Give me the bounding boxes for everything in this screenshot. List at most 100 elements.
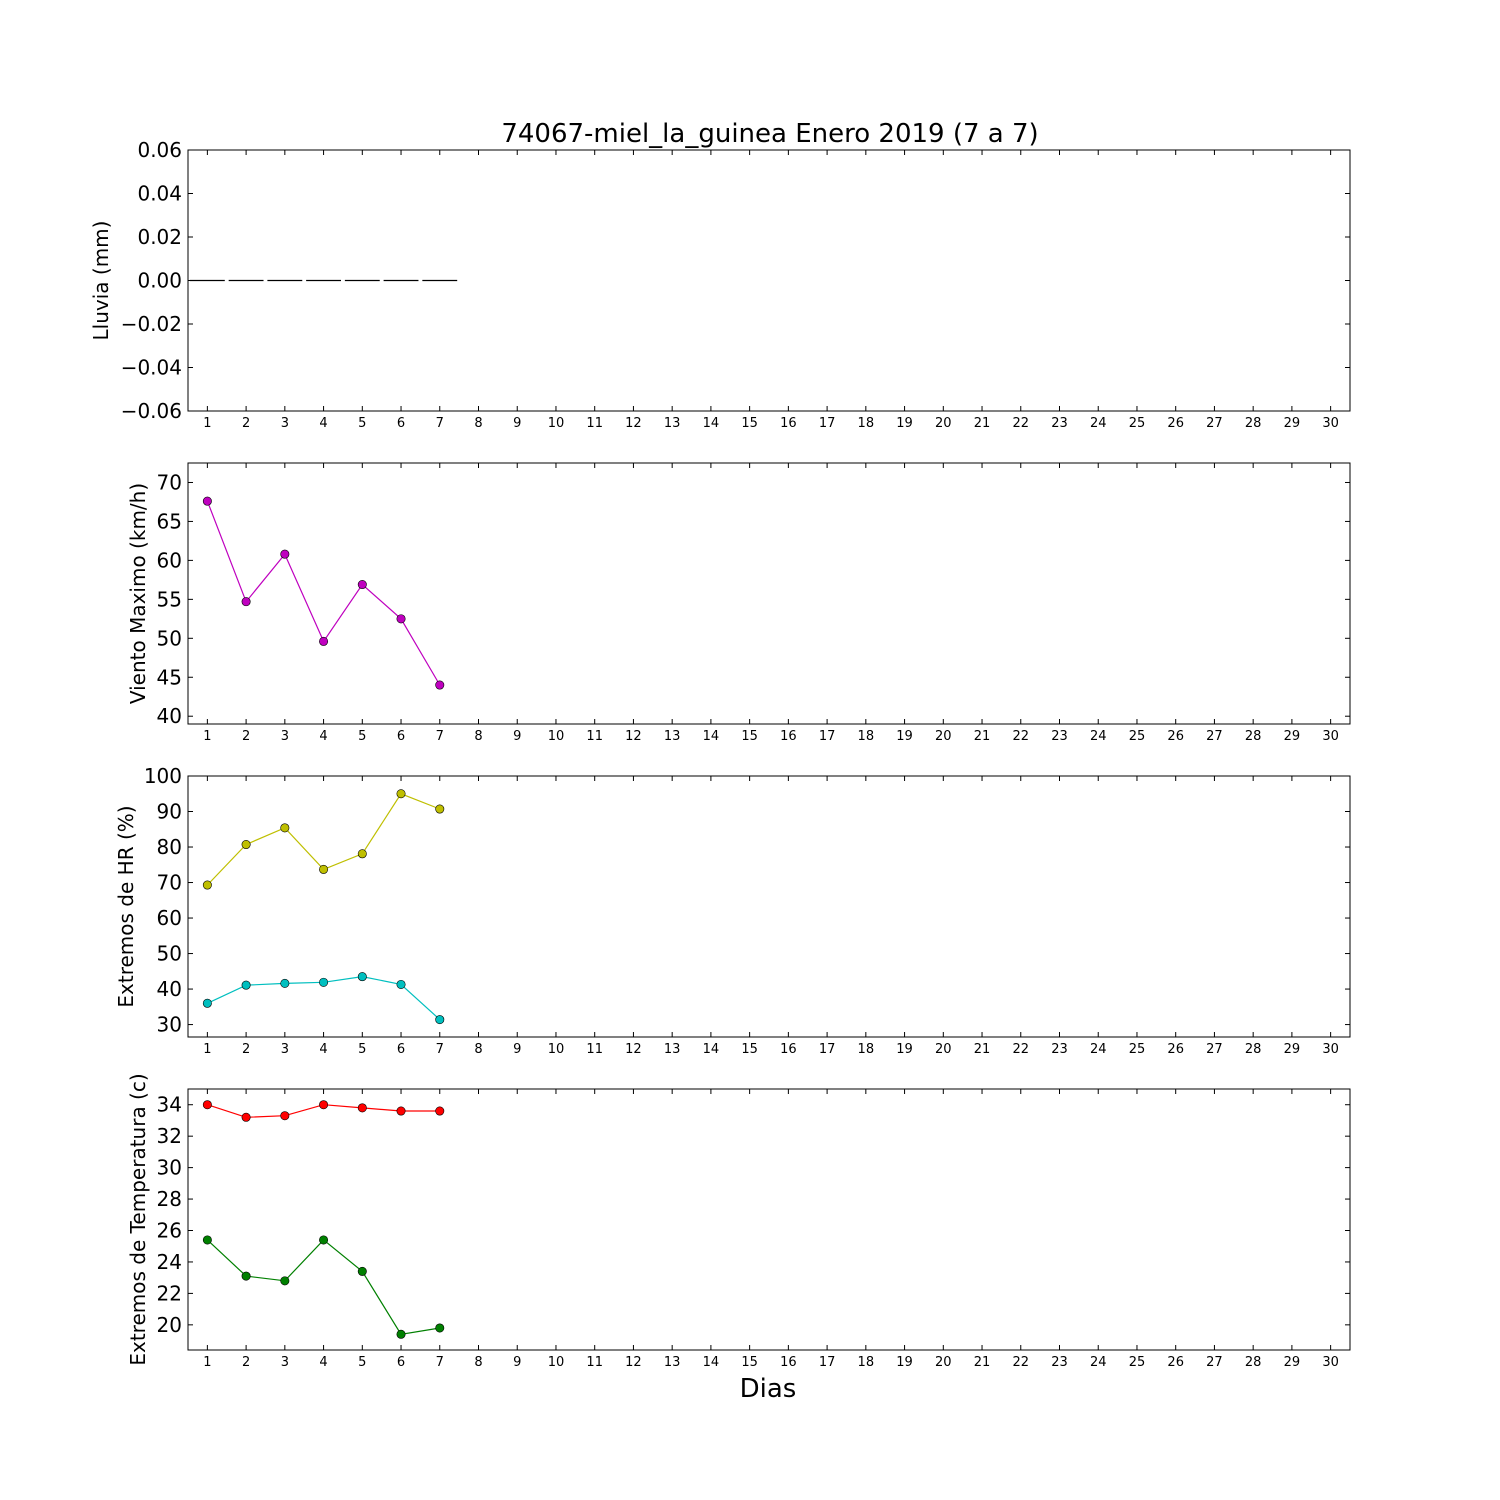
x-tick-label: 7 xyxy=(436,1355,444,1370)
x-tick-label: 2 xyxy=(242,1355,250,1370)
data-point xyxy=(280,978,290,988)
data-point xyxy=(319,864,329,874)
data-point xyxy=(435,1015,445,1025)
y-tick-label: 0.04 xyxy=(137,182,182,206)
y-tick-label: 0.02 xyxy=(137,225,182,249)
axes-frame xyxy=(187,1088,1351,1351)
x-tick-label: 8 xyxy=(474,1042,482,1057)
x-tick-label: 20 xyxy=(935,729,952,744)
x-tick-label: 24 xyxy=(1090,1355,1107,1370)
y-axis-label: Extremos de Temperatura (c) xyxy=(126,1073,150,1365)
x-tick-label: 1 xyxy=(203,1355,211,1370)
data-point xyxy=(202,496,212,506)
x-tick-label: 7 xyxy=(436,729,444,744)
x-tick-label: 7 xyxy=(436,416,444,431)
y-tick-label: 60 xyxy=(157,906,182,930)
x-tick-label: 7 xyxy=(436,1042,444,1057)
x-tick-label: 8 xyxy=(474,416,482,431)
x-tick-label: 14 xyxy=(703,1042,720,1057)
y-tick-label: 0.00 xyxy=(137,269,182,293)
y-tick-label: 28 xyxy=(157,1187,182,1211)
data-point xyxy=(202,998,212,1008)
x-tick-label: 28 xyxy=(1245,416,1262,431)
x-tick-label: 15 xyxy=(741,729,758,744)
x-tick-label: 9 xyxy=(513,729,521,744)
data-point xyxy=(435,1106,445,1116)
data-point xyxy=(280,823,290,833)
x-tick-label: 28 xyxy=(1245,1042,1262,1057)
x-tick-label: 21 xyxy=(974,416,991,431)
y-tick-label: 20 xyxy=(157,1313,182,1337)
x-tick-label: 13 xyxy=(664,1355,681,1370)
y-axis-label: Viento Maximo (km/h) xyxy=(126,483,150,704)
x-tick-label: 29 xyxy=(1284,1042,1301,1057)
x-tick-label: 26 xyxy=(1167,1042,1184,1057)
data-point xyxy=(280,1111,290,1121)
x-tick-label: 12 xyxy=(625,416,642,431)
x-tick-label: 25 xyxy=(1129,729,1146,744)
axes-frame xyxy=(187,775,1351,1038)
y-tick-label: 60 xyxy=(157,548,182,572)
x-tick-label: 13 xyxy=(664,1042,681,1057)
x-tick-label: 23 xyxy=(1051,416,1068,431)
data-point xyxy=(435,804,445,814)
y-tick-label: −0.02 xyxy=(121,312,182,336)
x-tick-label: 14 xyxy=(703,416,720,431)
panel-1: 0.060.040.020.00−0.02−0.04−0.061 2 3 4 5 6 7 8 9… xyxy=(89,138,1351,431)
x-tick-label: 27 xyxy=(1206,729,1223,744)
data-point xyxy=(396,614,406,624)
data-point xyxy=(319,1235,329,1245)
x-tick-label: 28 xyxy=(1245,729,1262,744)
x-tick-label: 29 xyxy=(1284,1355,1301,1370)
x-tick-label: 25 xyxy=(1129,416,1146,431)
x-tick-label: 22 xyxy=(1012,729,1029,744)
x-tick-label: 26 xyxy=(1167,729,1184,744)
x-tick-label: 16 xyxy=(780,1355,797,1370)
x-tick-label: 14 xyxy=(703,729,720,744)
y-tick-label: 24 xyxy=(157,1250,182,1274)
y-tick-label: 100 xyxy=(144,764,182,788)
x-tick-label: 27 xyxy=(1206,1042,1223,1057)
y-tick-label: 30 xyxy=(157,1013,182,1037)
x-tick-label: 5 xyxy=(358,1042,366,1057)
x-tick-label: 20 xyxy=(935,416,952,431)
x-tick-label: 19 xyxy=(896,416,913,431)
x-tick-label: 16 xyxy=(780,416,797,431)
data-point xyxy=(241,840,251,850)
x-tick-label: 20 xyxy=(935,1355,952,1370)
x-tick-label: 18 xyxy=(858,1042,875,1057)
y-tick-label: 32 xyxy=(157,1124,182,1148)
x-tick-label: 18 xyxy=(858,1355,875,1370)
data-point xyxy=(280,1276,290,1286)
x-tick-label: 30 xyxy=(1322,416,1339,431)
x-tick-label: 26 xyxy=(1167,416,1184,431)
data-point xyxy=(319,636,329,646)
x-tick-label: 18 xyxy=(858,416,875,431)
x-tick-label: 27 xyxy=(1206,1355,1223,1370)
y-tick-label: −0.04 xyxy=(121,356,182,380)
x-tick-label: 11 xyxy=(586,1355,603,1370)
data-point xyxy=(396,979,406,989)
data-point xyxy=(396,1329,406,1339)
x-tick-label: 16 xyxy=(780,729,797,744)
y-tick-label: 70 xyxy=(157,871,182,895)
data-point xyxy=(319,1100,329,1110)
x-tick-label: 1 xyxy=(203,1042,211,1057)
axes-frame xyxy=(187,462,1351,725)
data-point xyxy=(396,789,406,799)
x-tick-label: 12 xyxy=(625,1355,642,1370)
x-tick-label: 5 xyxy=(358,729,366,744)
data-point xyxy=(202,1235,212,1245)
x-tick-label: 17 xyxy=(819,1042,836,1057)
y-tick-label: 80 xyxy=(157,835,182,859)
x-tick-label: 18 xyxy=(858,729,875,744)
x-tick-label: 1 xyxy=(203,729,211,744)
x-tick-label: 15 xyxy=(741,416,758,431)
y-tick-label: 34 xyxy=(157,1093,182,1117)
y-axis-label: Lluvia (mm) xyxy=(89,221,113,341)
panels: 0.060.040.020.00−0.02−0.04−0.061 2 3 4 5 6 7 8 9… xyxy=(89,138,1351,1370)
x-tick-label: 29 xyxy=(1284,729,1301,744)
x-tick-label: 25 xyxy=(1129,1042,1146,1057)
